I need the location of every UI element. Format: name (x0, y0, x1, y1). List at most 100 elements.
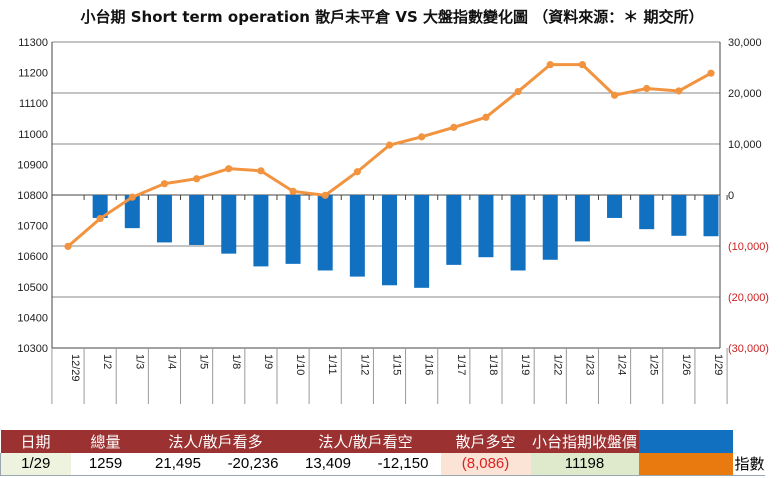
index-point (289, 187, 297, 195)
left-tick-label: 10400 (17, 312, 48, 324)
cell-date: 1/29 (0, 453, 71, 476)
left-tick-label: 10500 (17, 282, 48, 294)
x-tick-label: 12/29 (69, 354, 81, 382)
bar-retail (189, 195, 205, 245)
legend-swatch-index (638, 453, 733, 476)
cell-close-price: 11198 (530, 453, 639, 476)
header-volume: 總量 (70, 430, 141, 453)
index-point (546, 61, 554, 69)
x-tick-label: 1/9 (262, 354, 274, 369)
index-point (514, 87, 522, 96)
chart-title: 小台期 Short term operation 散戶未平倉 VS 大盤指數變化… (80, 8, 704, 26)
index-point (353, 168, 361, 176)
data-table-area: 日期 總量 法人/散戶看多 法人/散戶看空 散戶多空 小台指期收盤價 散戶 1/… (0, 405, 784, 478)
cell-short-institution: 13,409 (290, 453, 366, 476)
legend-label-retail: 散戶 (732, 430, 765, 453)
cell-long-institution: 21,495 (140, 453, 216, 476)
bar-retail (317, 195, 333, 271)
x-tick-label: 1/19 (519, 354, 531, 375)
bar-retail (349, 195, 365, 277)
index-point (96, 214, 104, 223)
right-tick-label: 10,000 (728, 139, 762, 151)
index-point (160, 180, 169, 188)
bar-retail (92, 195, 108, 218)
header-close-price: 小台指期收盤價 (530, 430, 639, 453)
left-tick-label: 11300 (18, 37, 48, 49)
index-point (64, 242, 72, 251)
line-layer (64, 61, 715, 251)
x-tick-label: 1/5 (198, 354, 210, 369)
x-tick-label: 1/22 (551, 354, 563, 375)
right-tick-label: (30,000) (728, 343, 769, 355)
left-tick-label: 11100 (19, 98, 48, 110)
right-tick-label: (10,000) (728, 241, 769, 253)
index-point (450, 123, 458, 131)
bar-retail (703, 195, 719, 237)
cell-volume: 1259 (70, 453, 141, 476)
index-point (482, 113, 490, 121)
bar-retail (285, 195, 301, 264)
x-tick-label: 1/17 (455, 354, 467, 375)
x-axis: 12/29 1/2 1/3 1/4 1/5 1/8 1/9 1/10 1/11 1/12 1/15 1… (69, 354, 724, 382)
x-tick-label: 1/2 (101, 354, 113, 369)
x-tick-label: 1/26 (680, 354, 692, 375)
left-tick-label: 11000 (18, 129, 48, 141)
bar-retail (253, 195, 269, 267)
bar-retail (671, 195, 687, 236)
right-tick-label: 20,000 (728, 88, 762, 100)
bar-retail (607, 195, 623, 218)
header-long: 法人/散戶看多 (140, 430, 291, 453)
bar-retail (478, 195, 494, 258)
header-short: 法人/散戶看空 (290, 430, 441, 453)
summary-table: 日期 總量 法人/散戶看多 法人/散戶看空 散戶多空 小台指期收盤價 散戶 1/… (0, 430, 765, 476)
chart-panel: 小台期 Short term operation 散戶未平倉 VS 大盤指數變化… (17, 8, 769, 404)
index-point (128, 193, 136, 201)
bar-retail (639, 195, 655, 230)
x-tick-label: 1/8 (230, 354, 242, 369)
bar-retail (446, 195, 462, 265)
combo-chart: 10300 10400 10500 10600 10700 10800 10900 11000… (17, 37, 769, 404)
index-point (643, 84, 651, 93)
legend-swatch-retail (638, 430, 733, 453)
bar-retail (221, 195, 237, 254)
index-point (321, 191, 329, 199)
x-tick-label: 1/24 (616, 354, 628, 375)
index-point (385, 141, 394, 149)
x-tick-label: 1/15 (391, 354, 403, 375)
index-point (610, 91, 619, 99)
x-tick-label: 1/4 (165, 354, 177, 369)
right-tick-label: (20,000) (728, 292, 769, 304)
cell-long-retail: -20,236 (215, 453, 291, 476)
x-tick-label: 1/23 (583, 354, 595, 375)
table-value-row: 1/29 1259 21,495 -20,236 13,409 -12,150 … (0, 453, 765, 476)
left-tick-label: 10900 (17, 159, 48, 171)
table-header-row: 日期 總量 法人/散戶看多 法人/散戶看空 散戶多空 小台指期收盤價 散戶 (0, 430, 765, 453)
bar-layer (92, 195, 719, 288)
bar-retail (156, 195, 172, 243)
bar-retail (542, 195, 558, 260)
bar-retail (574, 195, 590, 242)
x-tick-label: 1/16 (423, 354, 435, 375)
right-axis: (30,000) (20,000) (10,000) 0 10,000 20,000 30,… (728, 37, 769, 355)
right-tick-label: 30,000 (728, 37, 762, 49)
x-tick-label: 1/11 (326, 354, 338, 375)
x-tick-label: 1/10 (294, 354, 306, 375)
x-tick-label: 1/12 (358, 354, 370, 375)
bar-retail (382, 195, 397, 286)
x-tick-label: 1/29 (712, 354, 724, 375)
left-tick-label: 11200 (18, 68, 48, 80)
index-point (257, 167, 265, 175)
index-point (675, 87, 683, 95)
header-retail-net: 散戶多空 (440, 430, 531, 453)
index-point (225, 165, 233, 173)
bar-retail (124, 195, 140, 229)
header-date: 日期 (0, 430, 71, 453)
index-point (707, 69, 715, 77)
left-tick-label: 10800 (17, 190, 48, 202)
x-tick-label: 1/25 (648, 354, 660, 375)
bar-retail (414, 195, 430, 288)
index-point (418, 133, 426, 141)
cell-short-retail: -12,150 (365, 453, 441, 476)
legend-label-index: 指數 (732, 453, 765, 476)
left-tick-label: 10300 (17, 343, 48, 355)
